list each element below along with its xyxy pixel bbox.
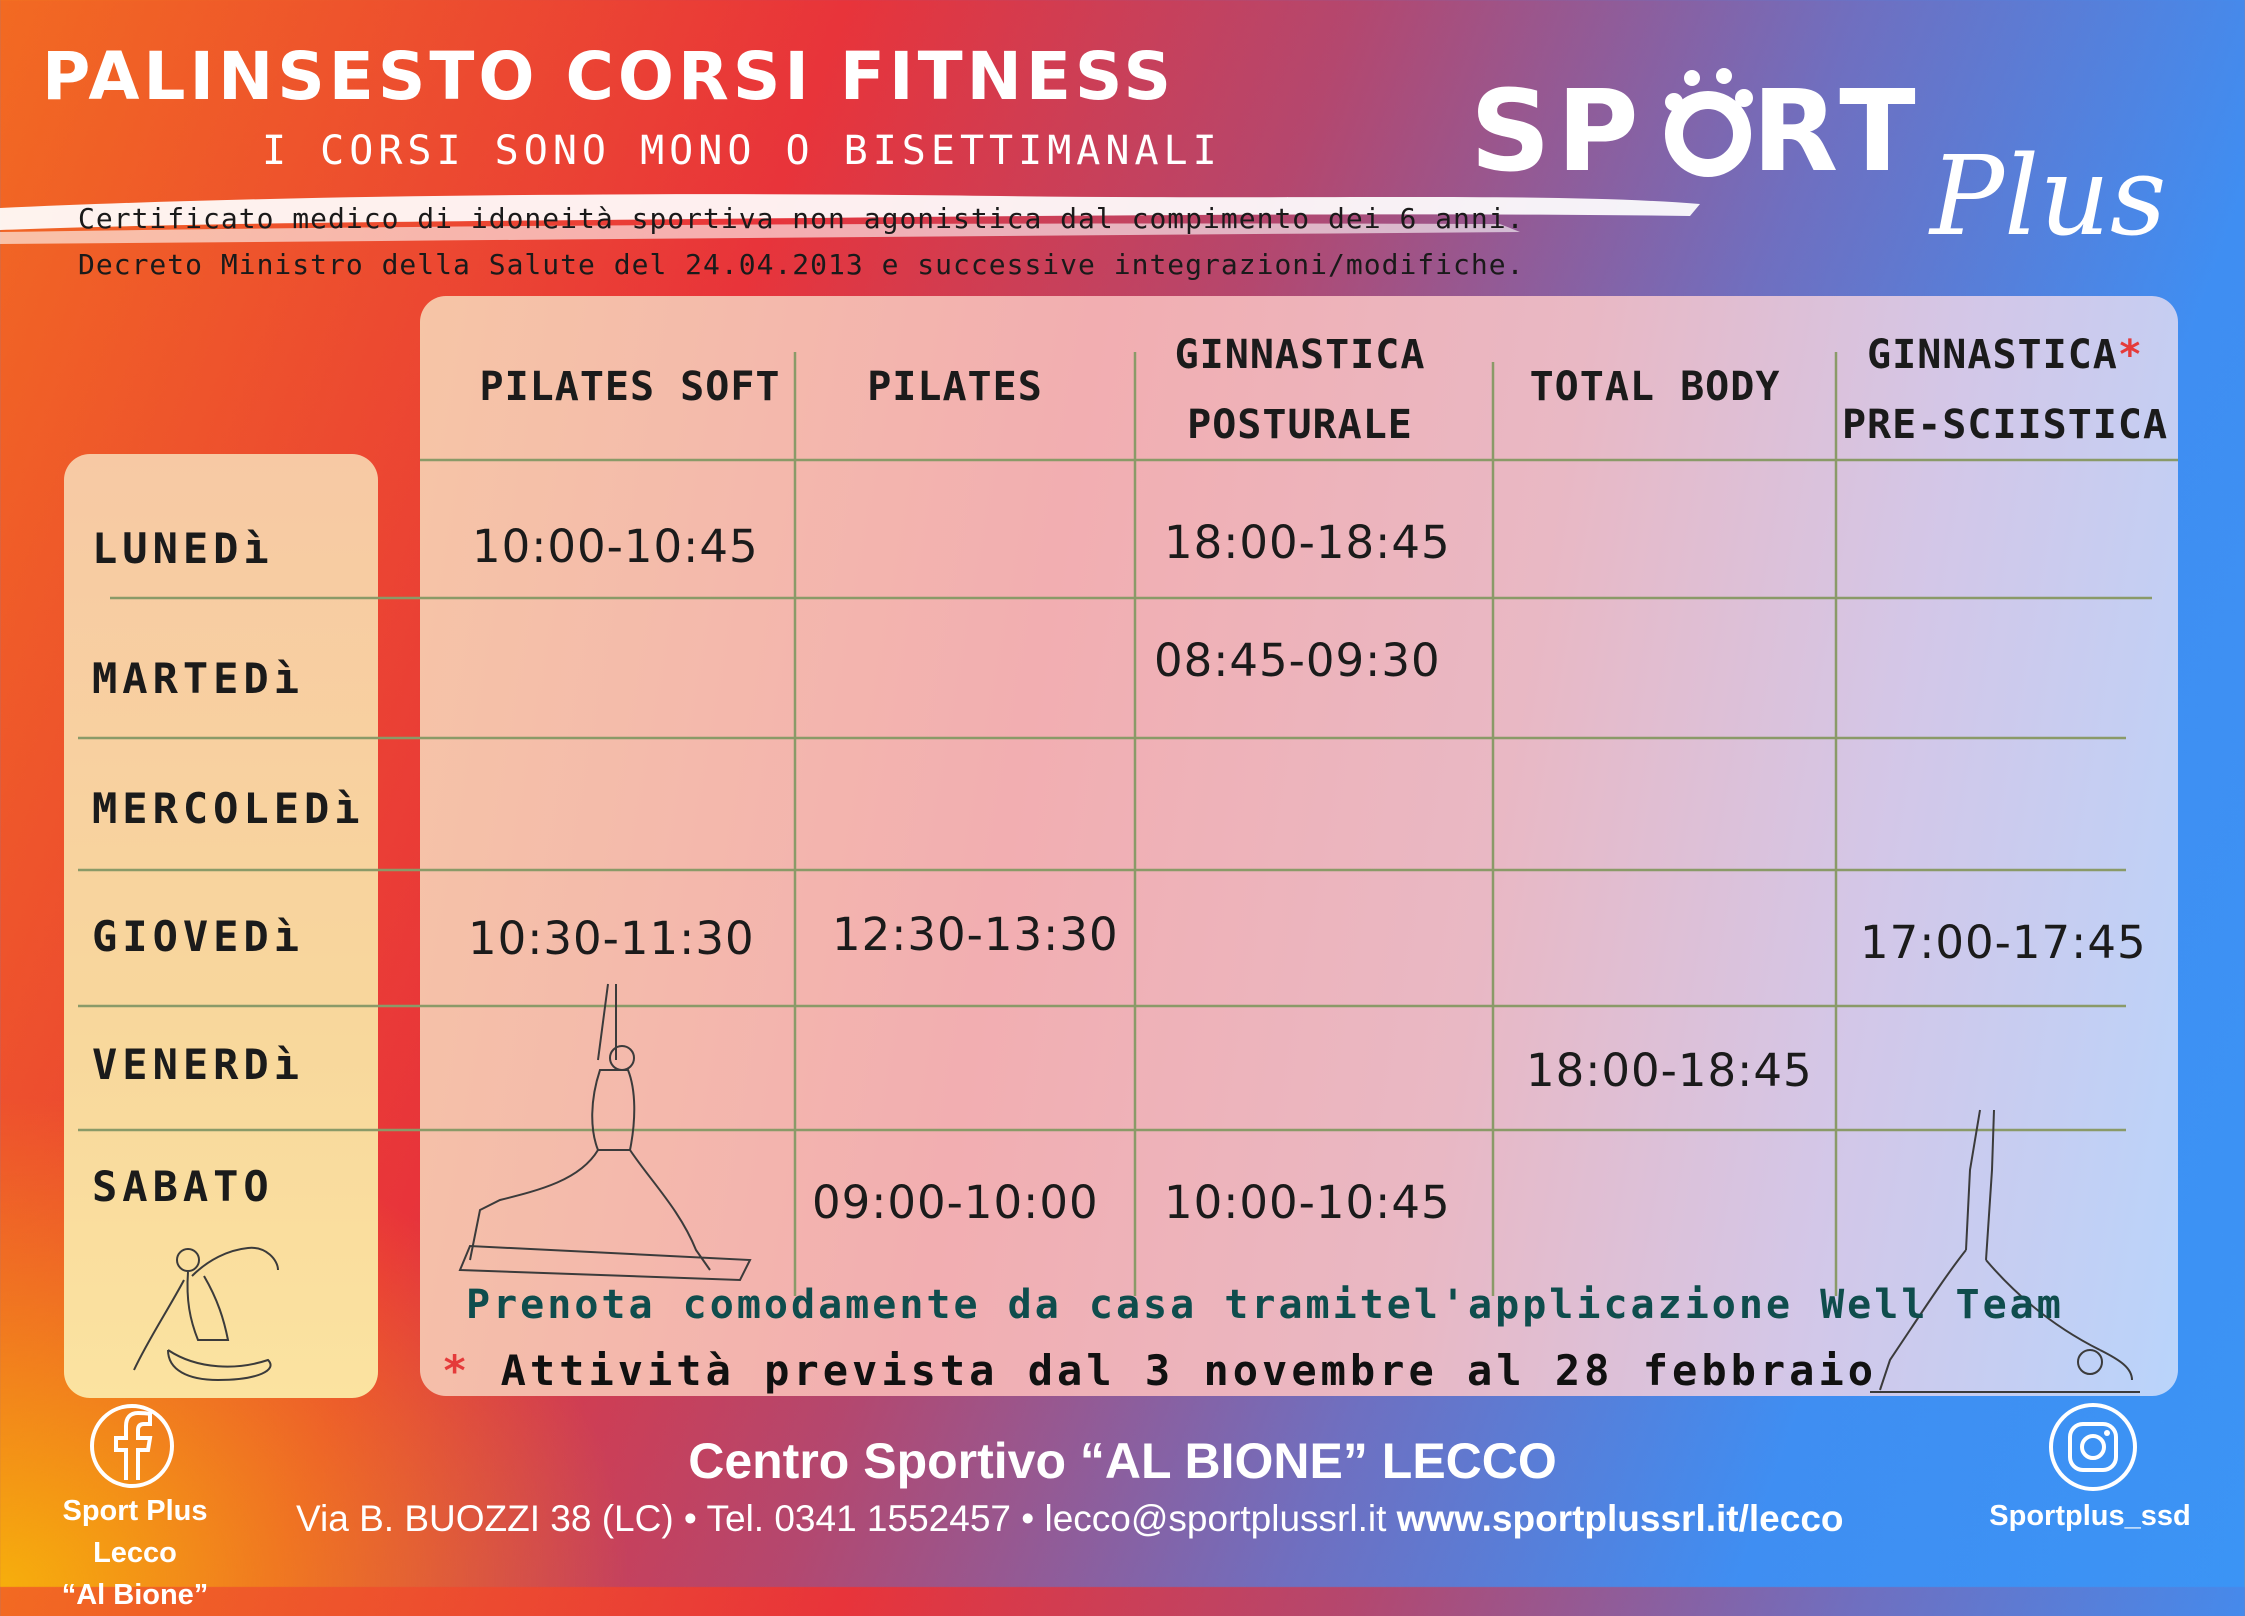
website-link[interactable]: www.sportplussrl.it/lecco bbox=[1396, 1498, 1844, 1539]
day-label-venerdi: VENERDì bbox=[92, 1040, 305, 1089]
page-title: PALINSESTO CORSI FITNESS bbox=[42, 38, 1176, 115]
page-subtitle: I CORSI SONO MONO O BISETTIMANALI bbox=[262, 128, 1222, 174]
asterisk-marker: * bbox=[442, 1346, 472, 1395]
slot-sabato-ginnastica-posturale: 10:00-10:45 bbox=[1164, 1176, 1451, 1229]
svg-text:SP: SP bbox=[1470, 67, 1645, 197]
bridge-pose-illustration bbox=[1870, 1109, 2140, 1393]
day-label-sabato: SABATO bbox=[92, 1162, 274, 1211]
svg-text:RT: RT bbox=[1752, 67, 1922, 197]
facebook-icon[interactable] bbox=[88, 1402, 176, 1490]
contact-address: Via B. BUOZZI 38 (LC) • Tel. 0341 155245… bbox=[296, 1498, 1844, 1539]
brush-stroke-decoration bbox=[0, 194, 1700, 244]
slot-venerdi-total-body: 18:00-18:45 bbox=[1526, 1044, 1813, 1097]
column-header-pilates: PILATES bbox=[867, 364, 1043, 410]
instagram-icon[interactable] bbox=[2048, 1402, 2138, 1492]
column-header-ginnastica-posturale: GINNASTICA POSTURALE bbox=[1174, 332, 1426, 448]
sportplus-logo: SP RT Plus bbox=[1470, 67, 2167, 260]
decree-note: Decreto Ministro della Salute del 24.04.… bbox=[78, 248, 1525, 281]
column-header-ginnastica-presciistica: GINNASTICA* PRE-SCIISTICA bbox=[1841, 332, 2169, 448]
booking-note: Prenota comodamente da casa tramitel'app… bbox=[466, 1282, 2064, 1328]
seated-stretch-illustration bbox=[133, 1246, 279, 1382]
grid-lines bbox=[420, 352, 2178, 1296]
slot-martedi-ginnastica-posturale: 08:45-09:30 bbox=[1154, 634, 1441, 687]
svg-text:Plus: Plus bbox=[1928, 132, 2167, 260]
slot-sabato-pilates: 09:00-10:00 bbox=[812, 1176, 1099, 1229]
day-label-martedi: MARTEDì bbox=[92, 654, 305, 703]
asterisk-marker: * bbox=[2117, 332, 2143, 378]
facebook-page-label[interactable]: Sport Plus Lecco “Al Bione” bbox=[61, 1495, 209, 1611]
medical-certificate-note: Certificato medico di idoneità sportiva … bbox=[78, 202, 1525, 235]
column-header-pilates-soft: PILATES SOFT bbox=[479, 364, 781, 410]
instagram-handle[interactable]: Sportplus_ssd bbox=[1989, 1500, 2191, 1532]
slot-lunedi-pilates-soft: 10:00-10:45 bbox=[472, 520, 759, 573]
activity-period-note: * Attività prevista dal 3 novembre al 28… bbox=[442, 1346, 1878, 1395]
slot-giovedi-pilates-soft: 10:30-11:30 bbox=[468, 912, 755, 965]
slot-giovedi-ginnastica-presciistica: 17:00-17:45 bbox=[1860, 916, 2147, 969]
slot-giovedi-pilates: 12:30-13:30 bbox=[832, 908, 1119, 961]
day-label-mercoledi: MERCOLEDì bbox=[92, 784, 365, 833]
days-panel bbox=[64, 454, 378, 1398]
slot-lunedi-ginnastica-posturale: 18:00-18:45 bbox=[1164, 516, 1451, 569]
column-header-total-body: TOTAL BODY bbox=[1529, 364, 1781, 410]
yoga-warrior-illustration bbox=[458, 983, 752, 1282]
day-label-lunedi: LUNEDì bbox=[92, 524, 274, 573]
day-label-giovedi: GIOVEDì bbox=[92, 912, 305, 961]
schedule-board bbox=[420, 296, 2178, 1396]
sports-center-name: Centro Sportivo “AL BIONE” LECCO bbox=[688, 1433, 1557, 1489]
